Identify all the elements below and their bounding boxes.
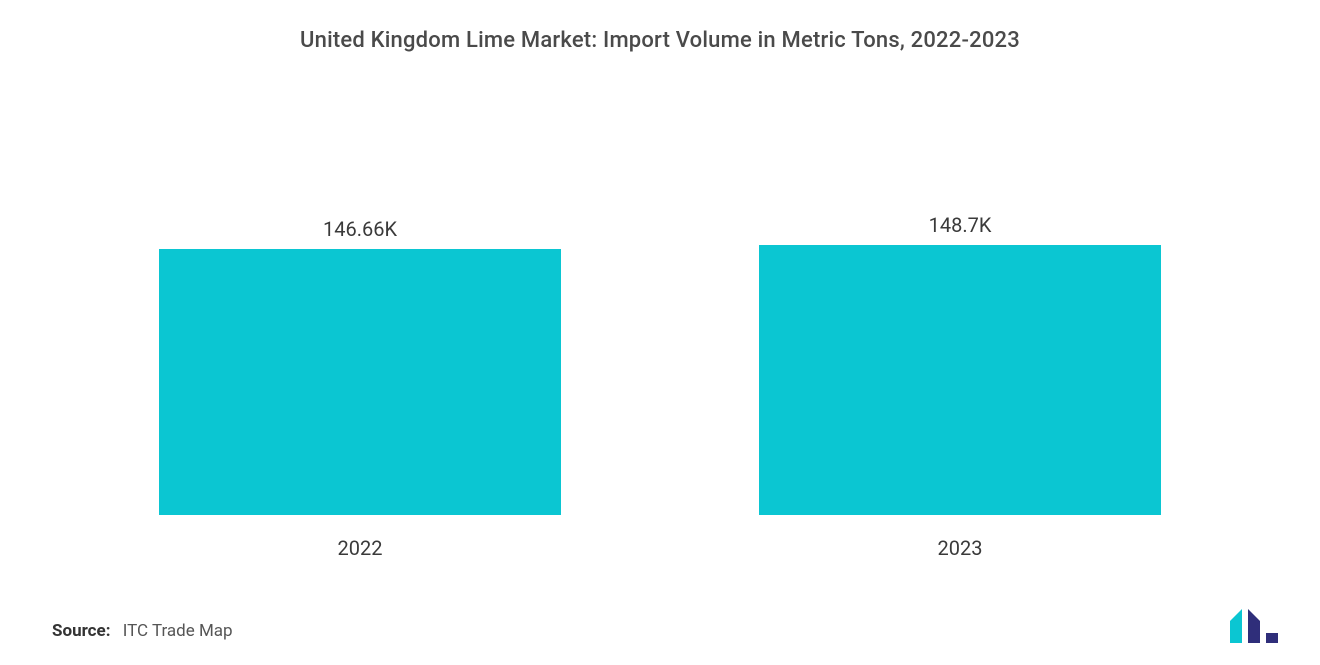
source-attribution: Source: ITC Trade Map [52,621,233,641]
bar-value-label-1: 148.7K [929,213,992,237]
category-axis: 2022 2023 [60,536,1260,560]
source-key: Source: [52,621,110,641]
bar-value-label-0: 146.66K [323,217,397,241]
bar-1 [759,245,1160,515]
bar-group-0: 146.66K [96,90,624,515]
category-label-0: 2022 [96,536,624,560]
bar-0 [159,249,560,515]
source-value: ITC Trade Map [123,621,233,641]
chart-plot-area: 146.66K 148.7K [60,90,1260,515]
bar-group-1: 148.7K [696,90,1224,515]
brand-logo-icon [1226,607,1282,647]
category-label-1: 2023 [696,536,1224,560]
chart-title: United Kingdom Lime Market: Import Volum… [0,0,1320,53]
